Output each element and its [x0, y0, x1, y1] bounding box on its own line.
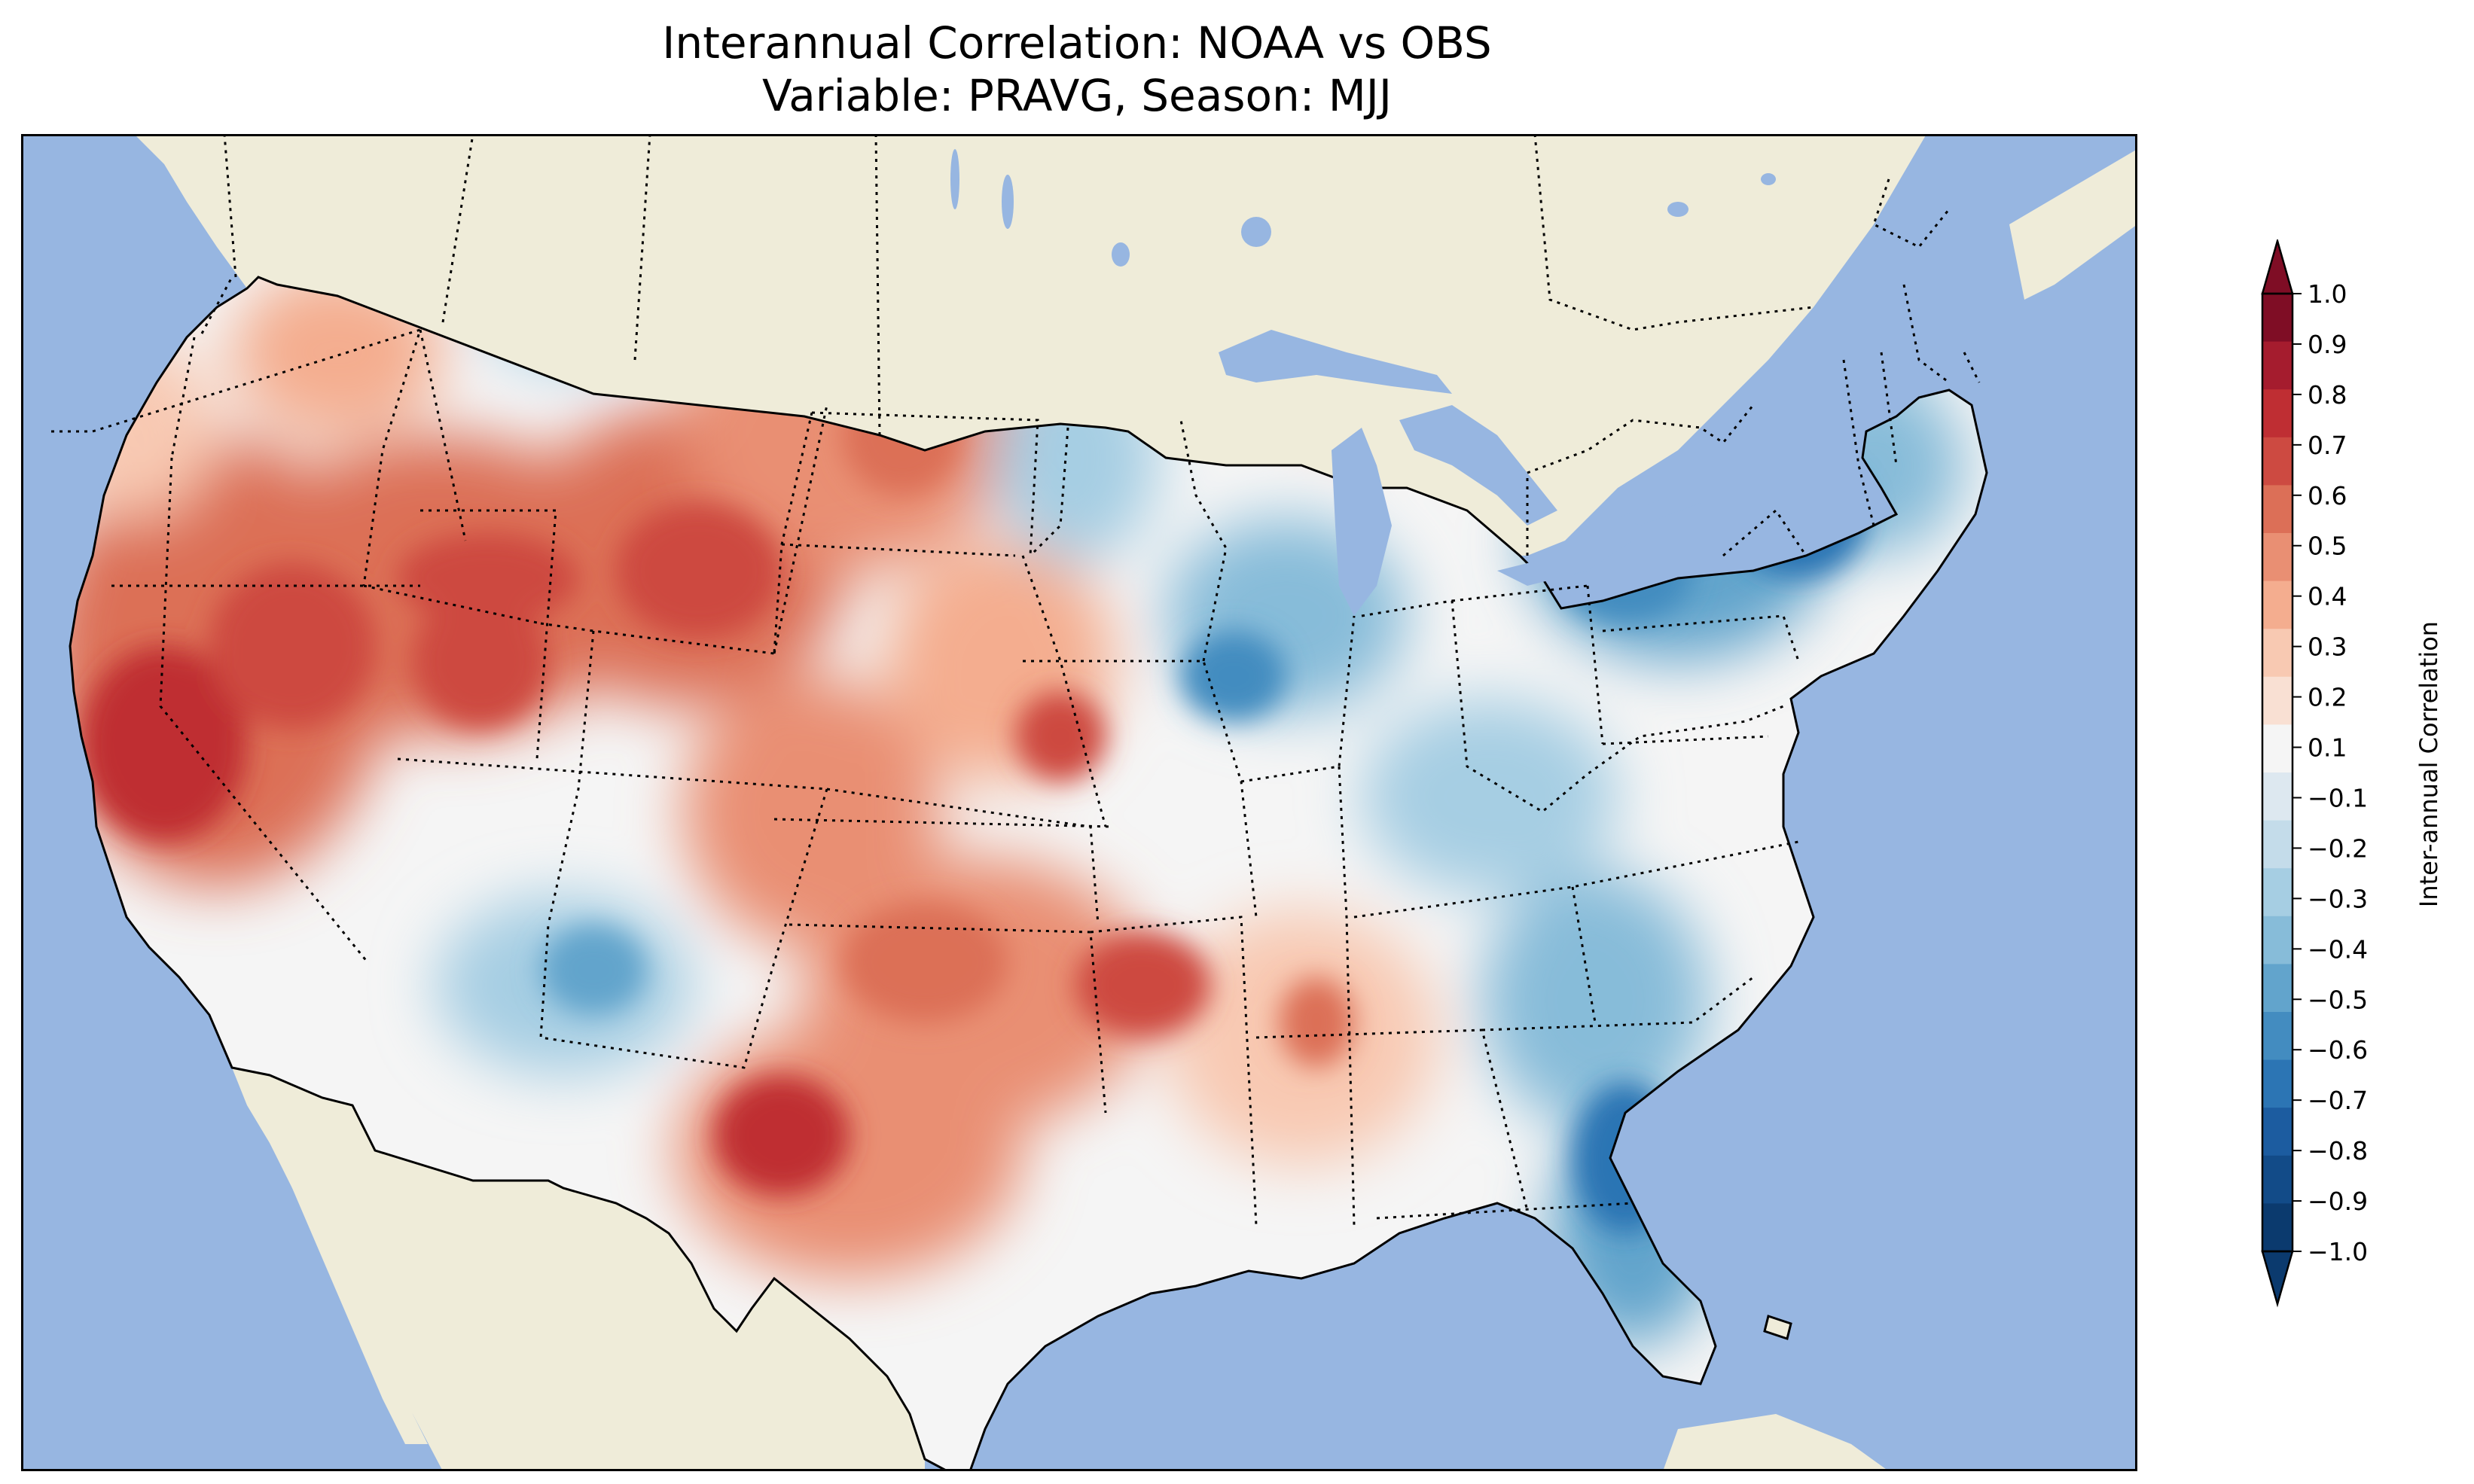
- baja-land: [277, 1113, 428, 1444]
- colorbar-swatch: [2262, 341, 2292, 390]
- colorbar-tick-label: −1.0: [2308, 1237, 2368, 1266]
- colorbar-tick-label: 0.8: [2308, 380, 2347, 410]
- colorbar-tick-label: −0.1: [2308, 783, 2368, 812]
- state-borders: [51, 276, 1981, 1227]
- colorbar-swatch: [2262, 964, 2292, 1013]
- colorbar-swatch: [2262, 1012, 2292, 1061]
- colorbar-frame: [2261, 292, 2294, 1253]
- colorbar-tick-label: 0.3: [2308, 632, 2347, 662]
- colorbar-tick-label: 0.1: [2308, 733, 2347, 763]
- colorbar-swatch: [2262, 724, 2292, 773]
- colorbar-tick-label: 0.4: [2308, 582, 2347, 611]
- colorbar-swatch: [2262, 437, 2292, 486]
- map-title-line1: Interannual Correlation: NOAA vs OBS: [662, 17, 1492, 69]
- colorbar-ticks: 1.0 0.9 0.8 0.7 0.6 0.5 0.4 0.3 0.2 0.1 −0.1 −0.2 −0…: [2292, 279, 2368, 1266]
- colorbar-swatch: [2262, 533, 2292, 582]
- colorbar-tick-label: −0.8: [2308, 1136, 2368, 1166]
- colorbar-swatch: [2262, 389, 2292, 438]
- colorbar-tick-label: −0.9: [2308, 1187, 2368, 1216]
- colorbar-tick-label: 0.7: [2308, 431, 2347, 460]
- colorbar-swatch: [2262, 485, 2292, 534]
- colorbar-label: Inter-annual Correlation: [2415, 620, 2443, 908]
- colorbar-tick-label: 0.2: [2308, 683, 2347, 712]
- correlation-map: [21, 134, 2137, 1471]
- province-borders: [223, 134, 1951, 556]
- colorbar-swatch: [2262, 868, 2292, 917]
- colorbar-tick-label: −0.2: [2308, 833, 2368, 863]
- colorbar-swatches: [2262, 294, 2292, 1252]
- great-lakes: [1219, 330, 1701, 616]
- cuba-land: [1663, 1414, 1889, 1471]
- mexico-land: [232, 1068, 925, 1471]
- colorbar-swatch: [2262, 1059, 2292, 1108]
- colorbar-swatch: [2262, 580, 2292, 629]
- maritime-land: [2009, 149, 2137, 300]
- colorbar-swatch: [2262, 676, 2292, 725]
- colorbar-swatch: [2262, 1203, 2292, 1252]
- colorbar-swatch: [2262, 916, 2292, 964]
- colorbar: 1.0 0.9 0.8 0.7 0.6 0.5 0.4 0.3 0.2 0.1 −0.1 −0.2 −0…: [2261, 239, 2368, 1308]
- colorbar-extend-bottom: [2261, 1250, 2294, 1308]
- colorbar-tick-label: −0.6: [2308, 1035, 2368, 1065]
- colorbar-tick-label: 0.5: [2308, 532, 2347, 561]
- colorbar-tick-label: 0.6: [2308, 481, 2347, 510]
- colorbar-tick-label: −0.7: [2308, 1086, 2368, 1115]
- colorbar-swatch: [2262, 294, 2292, 343]
- colorbar-swatch: [2262, 1108, 2292, 1156]
- colorbar-tick-label: −0.5: [2308, 985, 2368, 1014]
- colorbar-extend-top: [2261, 239, 2294, 295]
- map-title-line2: Variable: PRAVG, Season: MJJ: [762, 70, 1392, 121]
- colorbar-swatch: [2262, 772, 2292, 821]
- colorbar-tick-label: 1.0: [2308, 279, 2347, 309]
- colorbar-swatch: [2262, 1155, 2292, 1204]
- colorbar-tick-label: −0.4: [2308, 934, 2368, 964]
- map-frame: [21, 134, 2137, 1471]
- colorbar-swatch: [2262, 629, 2292, 678]
- colorbar-tick-label: −0.3: [2308, 884, 2368, 913]
- colorbar-swatch: [2262, 820, 2292, 869]
- colorbar-tick-label: 0.9: [2308, 330, 2347, 359]
